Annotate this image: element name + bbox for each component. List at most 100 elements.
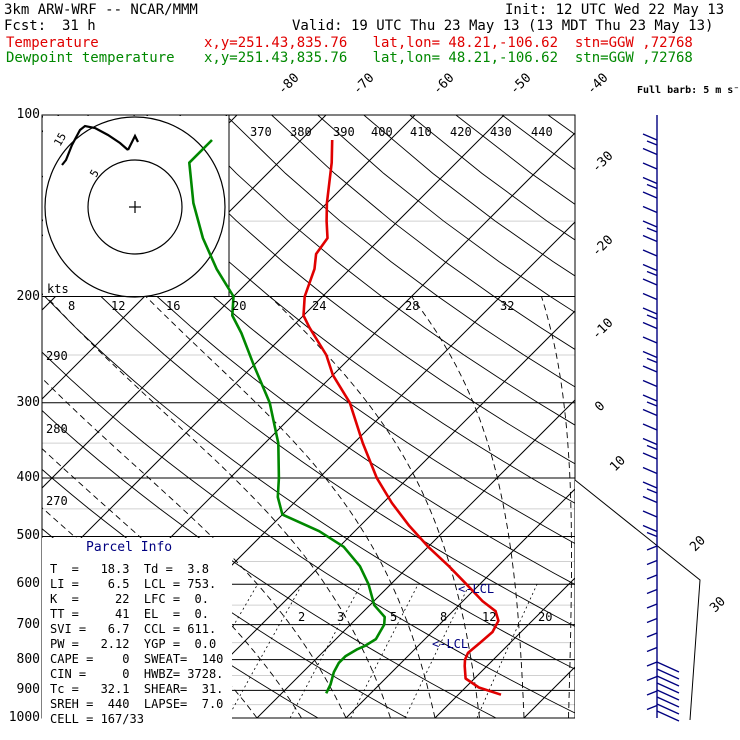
mixing-ratio-label: 12 <box>482 610 496 624</box>
hodo-ring-inner <box>87 159 183 255</box>
pressure-tick-label: 400 <box>16 470 40 486</box>
temperature-location: x,y=251.43,835.76 lat,lon= 48.21,-106.62… <box>204 35 693 51</box>
dry-adiabat <box>42 409 497 718</box>
wind-barb <box>646 488 658 494</box>
wind-barb-low <box>656 696 680 708</box>
isotherm <box>434 577 575 718</box>
hodo-speed-label: 8 <box>68 299 75 313</box>
wind-barb <box>642 292 658 301</box>
theta-label: 390 <box>333 125 355 139</box>
isotherm-label: -60 <box>430 71 457 98</box>
parcel-info-row: LI = 6.5 LCL = 753. <box>50 577 217 591</box>
isotherm-label: -70 <box>350 71 377 98</box>
hodo-trace <box>127 133 139 151</box>
init-time: Init: 12 UTC Wed 22 May 13 <box>505 2 725 18</box>
wind-barb <box>642 234 658 243</box>
wind-barb-low <box>656 682 680 694</box>
wind-barb-low <box>656 703 680 715</box>
wind-barb <box>642 437 658 446</box>
theta-side-label: 290 <box>46 349 68 363</box>
isotherm-label: -40 <box>584 71 611 98</box>
wind-barb <box>646 632 658 638</box>
wind-barb <box>646 183 658 190</box>
wind-barb <box>646 690 658 696</box>
wind-barb <box>642 176 658 185</box>
wind-barbs <box>642 115 680 722</box>
dry-adiabat <box>87 115 575 504</box>
wind-barb <box>646 357 658 364</box>
hodo-trace <box>61 124 129 166</box>
pressure-tick-label: 900 <box>16 682 40 698</box>
wind-barb <box>646 675 658 682</box>
moist-adiabat <box>269 296 480 718</box>
theta-label: 430 <box>490 125 512 139</box>
parcel-info-row: SVI = 6.7 CCL = 611. <box>50 622 217 636</box>
mixing-ratio-line <box>476 584 538 718</box>
wind-barb <box>642 394 658 402</box>
wind-barb <box>642 205 658 214</box>
wind-barb <box>646 646 658 653</box>
isotherm <box>345 488 575 718</box>
parcel-info-row: K = 22 LFC = 0. <box>50 592 209 606</box>
hodo-speed-label: 32 <box>500 299 514 313</box>
wind-barb <box>642 423 658 431</box>
wind-barb <box>642 278 658 286</box>
isotherm <box>256 399 575 718</box>
isotherm <box>167 310 575 718</box>
wind-barb <box>642 162 658 170</box>
temperature-legend: Temperature <box>6 35 99 51</box>
wind-barb <box>646 444 658 451</box>
theta-label: 420 <box>450 125 472 139</box>
hodo-speed-label: 20 <box>232 299 246 313</box>
temperature-line <box>302 139 502 696</box>
hodo-speed-label: 28 <box>405 299 419 313</box>
parcel-info-box: Parcel Info T = 18.3 Td = 3.8 LI = 6.5 LC… <box>42 538 232 726</box>
wind-barb <box>642 307 658 315</box>
theta-label: 440 <box>531 125 553 139</box>
isotherm-label: 0 <box>592 399 608 415</box>
isotherm-label: -50 <box>507 71 534 98</box>
wind-barb <box>642 191 658 199</box>
barb-panel-bg <box>575 480 735 724</box>
hodo-speed-label: kts <box>47 282 69 296</box>
wind-barb <box>646 140 658 146</box>
wind-barb <box>642 249 658 257</box>
isotherm-label: -80 <box>275 71 302 98</box>
hodo-bg <box>43 116 229 296</box>
wind-barb <box>642 466 658 475</box>
pressure-tick-label: 200 <box>16 288 40 304</box>
parcel-info-row: TT = 41 EL = 0. <box>50 607 209 621</box>
hodo-speed-label: 16 <box>166 299 180 313</box>
wind-barb <box>642 452 658 460</box>
isotherm-label: -10 <box>589 316 616 343</box>
parcel-info-row: CAPE = 0 SWEAT= 140 <box>50 652 224 666</box>
wind-barb <box>646 401 658 407</box>
pressure-tick-label: 800 <box>16 651 40 667</box>
hodo-speed-label: 12 <box>111 299 125 313</box>
dry-adiabat <box>225 115 575 388</box>
hodo-ring-outer <box>44 116 226 298</box>
theta-side-label: 280 <box>46 422 68 436</box>
sounding-lines <box>188 139 502 696</box>
mixing-ratio-label: 3 <box>337 610 344 624</box>
dry-adiabat <box>42 292 575 670</box>
dry-adiabat <box>42 233 575 627</box>
dry-adiabat <box>179 115 575 426</box>
wind-barb-low <box>656 689 680 701</box>
dry-adiabat <box>42 351 575 714</box>
dewpoint-line <box>188 139 387 694</box>
hodograph: 515 <box>43 115 230 298</box>
wind-barb <box>642 510 658 518</box>
wind-barb <box>646 588 658 595</box>
wind-barb <box>646 661 658 667</box>
isotherm <box>42 115 505 578</box>
wind-barb <box>646 270 658 277</box>
wind-barb <box>642 365 658 373</box>
pressure-tick-label: 100 <box>16 107 40 122</box>
wind-barb <box>642 321 658 330</box>
mixing-ratio-line <box>404 584 470 718</box>
isotherm-label: 20 <box>687 533 709 555</box>
parcel-info-row: Tc = 32.1 SHEAR= 31. <box>50 682 224 696</box>
parcel-info-row: T = 18.3 Td = 3.8 <box>50 562 209 576</box>
pressure-tick-label: 600 <box>16 576 40 592</box>
